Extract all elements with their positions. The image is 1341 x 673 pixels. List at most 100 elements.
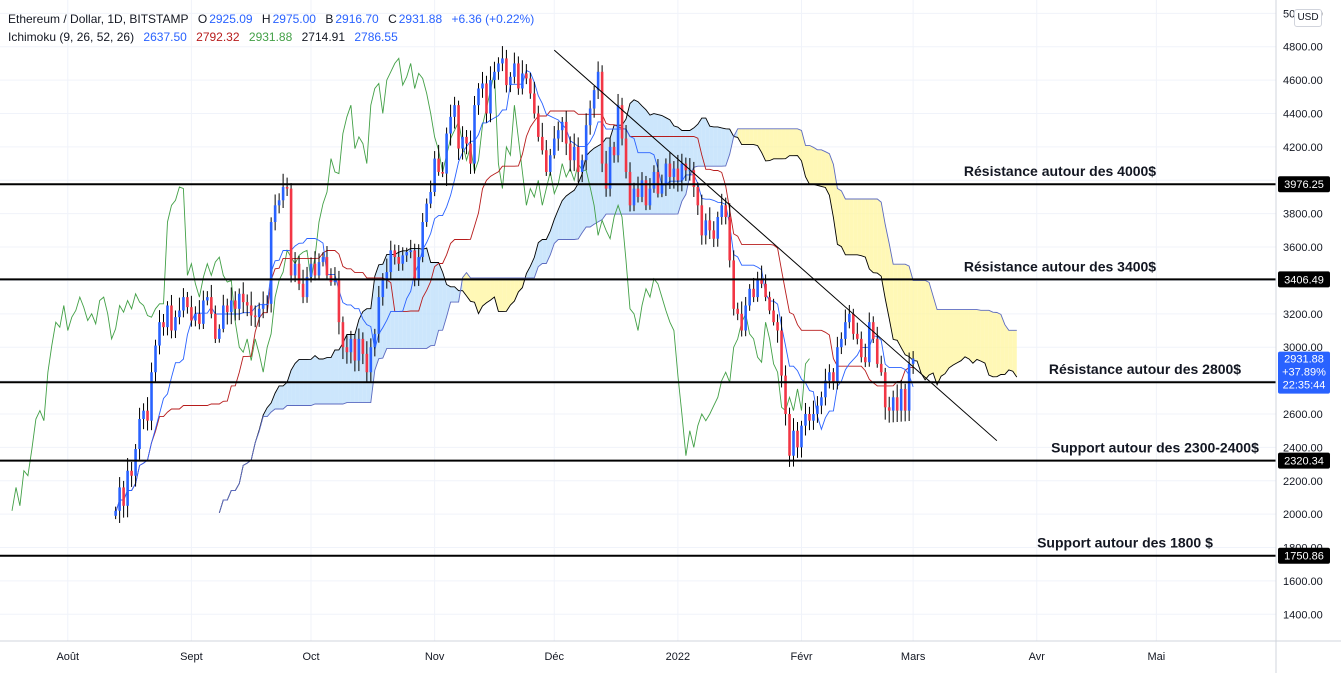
cloud-segment xyxy=(717,126,722,167)
candle-body xyxy=(281,186,285,201)
candle-body xyxy=(257,308,261,318)
candle xyxy=(879,355,883,376)
candle xyxy=(162,313,165,336)
candle xyxy=(126,458,129,518)
y-tick-label: 2000.00 xyxy=(1283,509,1323,521)
candle xyxy=(875,326,879,368)
candle-body xyxy=(381,280,385,298)
candle-body xyxy=(544,150,548,172)
candle-body xyxy=(473,105,476,164)
cloud-segment xyxy=(749,128,754,145)
tenkan-sen-line xyxy=(115,69,914,514)
candle xyxy=(824,368,827,406)
cloud-segment xyxy=(889,243,894,340)
candle-body xyxy=(712,230,716,239)
candle-body xyxy=(612,146,616,156)
candle-body xyxy=(405,252,409,256)
candle-body xyxy=(556,130,560,139)
cloud-segment xyxy=(673,125,678,215)
candle xyxy=(911,351,915,374)
cloud-segment xyxy=(390,254,395,349)
candle-body xyxy=(708,220,712,231)
cloud-segment xyxy=(1012,330,1017,378)
candle xyxy=(604,150,608,197)
candle-body xyxy=(453,105,456,117)
candle-body xyxy=(198,313,201,324)
cloud-segment xyxy=(450,286,455,303)
cloud-segment xyxy=(438,262,443,331)
cloud-segment xyxy=(498,277,503,312)
candle-body xyxy=(166,305,169,328)
candle xyxy=(652,165,656,193)
candle-body xyxy=(241,293,245,303)
kijun-sen-line xyxy=(115,110,914,514)
candle xyxy=(600,65,604,173)
cloud-segment xyxy=(921,280,926,380)
open-label: O xyxy=(197,12,208,26)
candle-body xyxy=(608,146,612,189)
cloud-segment xyxy=(494,277,499,312)
cloud-segment xyxy=(482,277,487,306)
candle-body xyxy=(664,163,668,184)
candle xyxy=(776,314,779,343)
candle xyxy=(596,61,600,99)
cloud-segment xyxy=(853,198,858,255)
y-tick-label: 4800.00 xyxy=(1283,42,1323,54)
cloud-segment xyxy=(574,183,579,240)
candle-body xyxy=(728,217,732,261)
candle-body xyxy=(867,322,871,363)
candle xyxy=(804,402,807,436)
candle-body xyxy=(596,71,600,91)
candle-body xyxy=(333,280,337,283)
candle-body xyxy=(844,322,847,339)
candle xyxy=(612,141,616,163)
cloud-segment xyxy=(845,198,850,255)
candle-body xyxy=(572,146,576,161)
cloud-segment xyxy=(917,280,922,374)
currency-button[interactable]: USD xyxy=(1294,9,1322,27)
candle-body xyxy=(736,308,739,314)
candle-body xyxy=(174,317,177,331)
candle xyxy=(533,81,536,119)
candle xyxy=(373,328,377,357)
candle-body xyxy=(245,302,249,306)
candle xyxy=(891,390,895,423)
candle xyxy=(768,291,771,315)
candle xyxy=(441,162,444,178)
candle-body xyxy=(852,313,855,334)
candle-body xyxy=(425,203,428,223)
candle xyxy=(122,480,125,518)
level-price-label: 1750.86 xyxy=(1284,551,1324,563)
candle xyxy=(337,270,341,335)
candle xyxy=(632,182,636,212)
candle-body xyxy=(509,76,512,86)
candle-body xyxy=(620,105,624,139)
x-tick-label: Nov xyxy=(425,651,445,663)
y-tick-label: 2200.00 xyxy=(1283,476,1323,488)
senkou-span-b-line xyxy=(218,128,1017,514)
cloud-segment xyxy=(769,128,774,161)
candle-body xyxy=(441,171,444,174)
cloud-segment xyxy=(713,126,718,167)
candle xyxy=(576,137,580,183)
y-tick-label: 1400.00 xyxy=(1283,609,1323,621)
candle-body xyxy=(265,303,269,305)
candle xyxy=(784,365,787,426)
candle xyxy=(844,309,847,346)
candle xyxy=(744,296,747,337)
cloud-segment xyxy=(430,262,435,346)
candle-body xyxy=(249,305,253,316)
candle-body xyxy=(118,487,121,511)
candle-body xyxy=(493,71,496,81)
cloud-segment xyxy=(709,126,714,167)
candle xyxy=(704,213,708,245)
cloud-segment xyxy=(394,252,399,349)
symbol-title: Ethereum / Dollar, 1D, BITSTAMP xyxy=(8,12,189,26)
candle xyxy=(660,174,664,198)
candle xyxy=(856,322,859,345)
cloud-segment xyxy=(817,149,822,187)
candle xyxy=(760,265,763,289)
candle xyxy=(393,244,397,265)
